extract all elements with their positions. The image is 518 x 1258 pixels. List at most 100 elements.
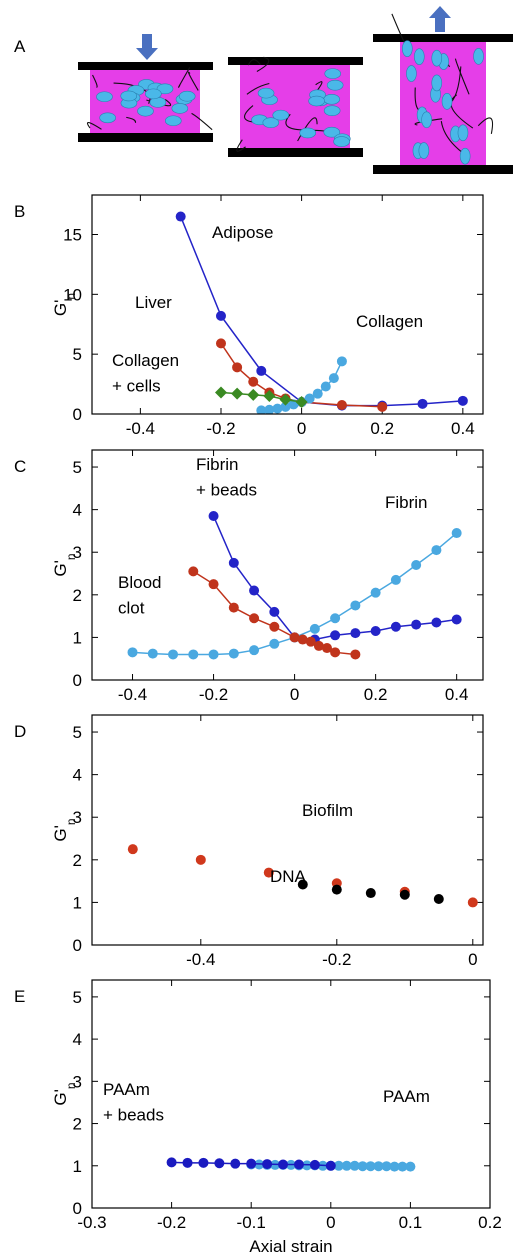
data-point	[405, 1161, 416, 1172]
data-point	[312, 388, 323, 399]
data-point	[381, 1161, 392, 1172]
data-point	[331, 884, 342, 895]
cell	[459, 147, 471, 165]
fibre	[236, 139, 246, 152]
data-point	[411, 619, 422, 630]
data-point	[433, 894, 444, 904]
data-point	[247, 388, 260, 401]
cell	[171, 103, 189, 114]
data-point	[390, 574, 401, 585]
data-point	[269, 638, 280, 649]
data-point	[399, 889, 410, 900]
x-tick-label: 0	[290, 685, 299, 704]
data-point	[411, 560, 422, 570]
panel: D G'n -0.4 -0.2 0 0 1 2 3 4 5 Biofilm DNA	[14, 714, 484, 969]
cell	[324, 68, 342, 79]
fibre	[454, 58, 470, 95]
data-point	[330, 613, 341, 624]
compress-arrow	[136, 34, 158, 60]
schematic: A	[14, 6, 513, 174]
y-tick-label: 5	[73, 458, 82, 477]
series-label: Biofilm	[302, 801, 353, 820]
cell	[323, 126, 341, 138]
data-point	[188, 566, 199, 577]
panel: E G'n Axial strain -0.3 -0.2 -0.1 0 0.1 0.2 0 1 2 3 4…	[14, 979, 502, 1256]
y-axis-label: G'n	[51, 553, 78, 576]
y-axis-label-main: G'	[51, 1089, 70, 1105]
plate	[78, 62, 213, 70]
data-point	[249, 645, 260, 656]
data-point	[309, 1159, 320, 1170]
data-point	[175, 211, 186, 222]
cell	[457, 124, 469, 142]
data-point	[350, 649, 361, 660]
x-tick-label: -0.2	[322, 950, 351, 969]
series-label: Blood clot	[118, 573, 161, 618]
data-point	[297, 879, 308, 890]
data-point	[214, 386, 227, 399]
data-point	[330, 647, 341, 658]
cell	[96, 91, 113, 103]
data-point	[305, 636, 316, 647]
data-point	[336, 356, 347, 367]
y-tick-label: 4	[73, 501, 82, 520]
data-point	[457, 395, 468, 406]
data-point	[208, 649, 219, 660]
fibre	[126, 116, 137, 123]
panel-label: B	[14, 202, 25, 221]
data-point	[304, 393, 315, 404]
y-tick-label: 5	[73, 988, 82, 1007]
data-point	[215, 310, 226, 321]
data-point	[431, 545, 442, 556]
y-tick-label: 3	[73, 543, 82, 562]
y-axis-label-main: G'	[51, 825, 70, 841]
data-point	[390, 621, 401, 632]
data-point	[349, 1160, 360, 1171]
x-tick-label: -0.3	[77, 1213, 106, 1232]
data-point	[168, 649, 179, 660]
y-tick-label: 1	[73, 628, 82, 647]
data-point	[289, 632, 300, 643]
data-point	[377, 401, 388, 412]
data-point	[309, 623, 320, 634]
y-tick-label: 3	[73, 808, 82, 827]
data-point	[127, 844, 138, 855]
data-point	[230, 1158, 241, 1169]
panel-label: A	[14, 37, 26, 56]
data-point	[431, 617, 442, 628]
y-tick-label: 2	[73, 586, 82, 605]
data-point	[248, 376, 259, 387]
fibre	[256, 56, 270, 72]
panel: B G'n -0.4 -0.2 0 0.2 0.4 0 5 10 15 Adipose Liver Col…	[14, 194, 484, 438]
y-axis-label-sub: n	[64, 293, 78, 300]
cell	[145, 88, 162, 100]
data-point	[313, 640, 324, 651]
data-point	[188, 649, 199, 660]
data-point	[365, 888, 376, 899]
fibre	[187, 71, 199, 91]
data-point	[249, 613, 260, 624]
data-point	[357, 1161, 368, 1172]
data-point	[208, 511, 219, 522]
data-point	[228, 648, 239, 659]
data-point	[279, 393, 292, 406]
plot-area	[127, 844, 478, 908]
data-point	[350, 628, 361, 639]
plate	[78, 133, 213, 142]
plate	[373, 34, 513, 42]
data-point	[182, 1157, 193, 1168]
data-point	[417, 398, 428, 409]
data-point	[350, 600, 361, 611]
data-point	[451, 614, 462, 625]
data-point	[451, 528, 462, 539]
fibre	[247, 59, 261, 66]
y-axis-label-main: G'	[51, 560, 70, 576]
series-label: PAAm	[383, 1087, 430, 1106]
y-tick-label: 4	[73, 766, 82, 785]
fibre	[87, 122, 102, 130]
x-tick-label: -0.1	[237, 1213, 266, 1232]
x-tick-label: 0.4	[445, 685, 469, 704]
x-tick-label: -0.4	[126, 419, 155, 438]
plot-area	[166, 1157, 416, 1172]
